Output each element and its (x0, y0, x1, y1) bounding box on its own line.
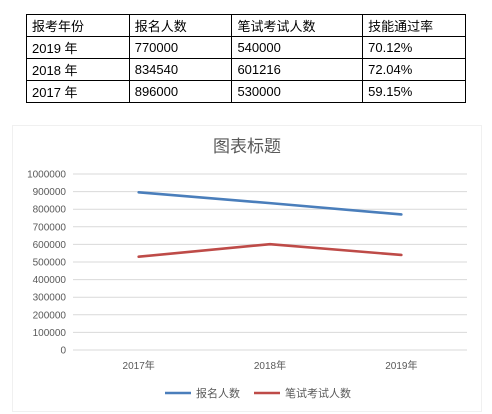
y-tick-label: 800000 (33, 205, 67, 216)
series-lines (137, 191, 403, 259)
cell-applicants: 770000 (128, 36, 233, 59)
legend-label: 笔试考试人数 (285, 386, 351, 400)
cell-pass-rate: 72.04% (362, 58, 466, 81)
data-table: 报考年份 报名人数 笔试考试人数 技能通过率 2019 年 770000 540… (26, 14, 466, 103)
y-tick-label: 600000 (33, 240, 67, 251)
y-tick-label: 900000 (33, 187, 67, 198)
y-tick-label: 0 (60, 346, 66, 357)
cell-year: 2019 年 (26, 36, 130, 59)
cell-applicants: 896000 (128, 80, 233, 103)
table-row: 2019 年 770000 540000 70.12% (26, 36, 466, 59)
header-pass-rate: 技能通过率 (362, 14, 466, 37)
x-tick-label: 2017年 (123, 359, 155, 372)
cell-pass-rate: 70.12% (362, 36, 466, 59)
header-written-exam: 笔试考试人数 (231, 14, 364, 37)
cell-written-exam: 601216 (231, 58, 364, 81)
chart-panel: 图表标题 0 100000 200000 300000 400000 500000 6000… (12, 125, 482, 412)
cell-year: 2017 年 (26, 80, 130, 103)
y-tick-label: 1000000 (27, 170, 66, 181)
line-chart: 图表标题 0 100000 200000 300000 400000 500000 6000… (27, 137, 467, 400)
series-line-1 (137, 191, 403, 216)
header-applicants: 报名人数 (128, 14, 233, 37)
table-row: 2017 年 896000 530000 59.15% (26, 80, 466, 103)
header-year: 报考年份 (26, 14, 130, 37)
gridlines (73, 173, 467, 351)
cell-year: 2018 年 (26, 58, 130, 81)
y-tick-label: 700000 (33, 222, 67, 233)
y-tick-label: 500000 (33, 258, 67, 269)
legend-label: 报名人数 (196, 386, 240, 400)
legend: 报名人数 笔试考试人数 (165, 386, 351, 400)
y-axis-ticks: 0 100000 200000 300000 400000 500000 600000 700… (27, 170, 66, 357)
chart-title: 图表标题 (213, 137, 281, 156)
table-header-row: 报考年份 报名人数 笔试考试人数 技能通过率 (26, 14, 466, 37)
x-tick-label: 2018年 (254, 359, 286, 372)
y-tick-label: 100000 (33, 328, 67, 339)
y-tick-label: 300000 (33, 293, 67, 304)
y-tick-label: 400000 (33, 275, 67, 286)
y-tick-label: 200000 (33, 310, 67, 321)
x-tick-label: 2019年 (385, 359, 417, 372)
x-axis-ticks: 2017年 2018年 2019年 (123, 359, 418, 372)
cell-written-exam: 530000 (231, 80, 364, 103)
series-line-2 (137, 242, 403, 259)
cell-pass-rate: 59.15% (362, 80, 466, 103)
table-row: 2018 年 834540 601216 72.04% (26, 58, 466, 81)
cell-written-exam: 540000 (231, 36, 364, 59)
cell-applicants: 834540 (128, 58, 233, 81)
